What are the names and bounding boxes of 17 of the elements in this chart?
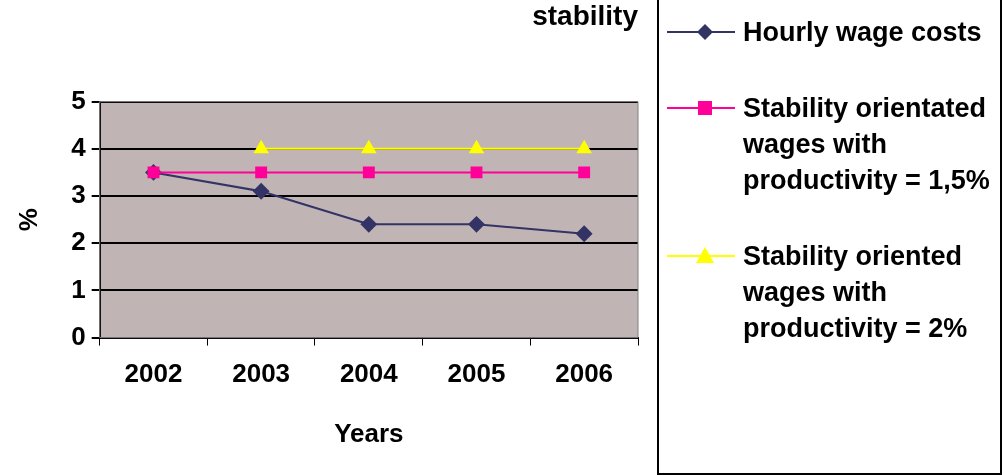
y-axis-title: % <box>12 208 43 232</box>
y-tick-label: 4 <box>71 131 87 162</box>
legend-label: Hourly wage costs <box>743 16 983 49</box>
y-tick-label: 0 <box>71 320 86 351</box>
x-tick-label: 2006 <box>555 358 614 389</box>
x-tick-label: 2004 <box>339 358 399 389</box>
chart-title: stability <box>532 0 639 31</box>
x-axis-title: Years <box>334 417 404 448</box>
legend-label: Stability oriented wages with productivity = 2% <box>743 240 969 345</box>
y-tick-label: 2 <box>71 226 86 257</box>
y-tick-label: 1 <box>71 273 86 304</box>
x-tick-label: 2002 <box>124 358 183 389</box>
y-tick-label: 5 <box>71 84 86 115</box>
legend-label: Stability orientated wages with productivity = 1,5% <box>743 92 991 197</box>
x-tick-label: 2005 <box>447 358 506 389</box>
y-tick-label: 3 <box>71 179 86 210</box>
x-tick-label: 2003 <box>232 358 291 389</box>
